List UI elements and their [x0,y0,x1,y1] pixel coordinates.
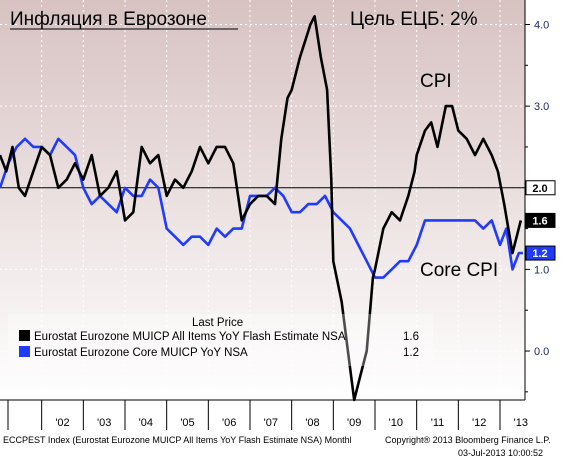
cpi-last-badge-bg [525,212,556,228]
legend: Last Price Eurostat Eurozone MUICP All I… [8,314,433,366]
core-last-badge-bg [525,245,556,261]
legend-box [8,314,433,366]
x-axis-ticks: '02 '03 '04 '05 '06 '07 '08 '09 '10 '11 '12 '13 [7,400,528,430]
x-tick-label: '04 [139,417,153,429]
x-tick-label: '06 [222,417,236,429]
core-last-badge: 1.2 [532,248,547,260]
series-group [0,15,523,402]
x-tick-label: '12 [472,417,486,429]
x-tick-label: '09 [347,417,361,429]
target-badge: 2.0 [532,183,547,195]
legend-label-core: Eurostat Eurozone Core MUICP YoY NSA [34,347,248,359]
legend-header: Last Price [192,317,243,329]
cpi-last-badge: 1.6 [532,215,547,227]
x-tick-label: '02 [55,417,69,429]
x-tick-label: '10 [389,417,403,429]
y-tick-label: 1.0 [534,264,549,276]
chart-title: Инфляция в Еврозоне [10,9,207,30]
target-badge-bg [525,180,556,196]
y-tick-label: 0.0 [534,346,549,358]
footer-date: 03-Jul-2013 10:00:52 [458,448,543,458]
cpi-annotation: CPI [420,71,452,92]
x-tick-label: '03 [97,417,111,429]
legend-value-cpi: 1.6 [403,331,419,343]
legend-swatch-cpi [19,330,30,341]
y-tick-label: 4.0 [534,19,549,31]
x-tick-label: '05 [180,417,194,429]
footer-source: ECCPEST Index (Eurostat Eurozone MUICP A… [3,435,352,445]
x-tick-label: '13 [514,417,528,429]
legend-swatch-core [19,346,30,357]
y-tick-label: 3.0 [534,101,549,113]
grid [0,0,525,400]
series-line-cpi [0,15,523,402]
value-badges: 2.0 1.6 1.2 [525,180,556,261]
footer-copyright: Copyright® 2013 Bloomberg Finance L.P. [385,435,551,445]
legend-value-core: 1.2 [403,347,419,359]
x-tick-label: '11 [431,417,445,429]
plot-background [0,0,525,400]
target-label: Цель ЕЦБ: 2% [350,9,478,30]
core-annotation: Core CPI [420,260,498,281]
x-tick-label: '08 [305,417,319,429]
legend-label-cpi: Eurostat Eurozone MUICP All Items YoY Fl… [34,331,346,343]
x-tick-label: '07 [264,417,278,429]
y-axis-panel [525,0,561,400]
